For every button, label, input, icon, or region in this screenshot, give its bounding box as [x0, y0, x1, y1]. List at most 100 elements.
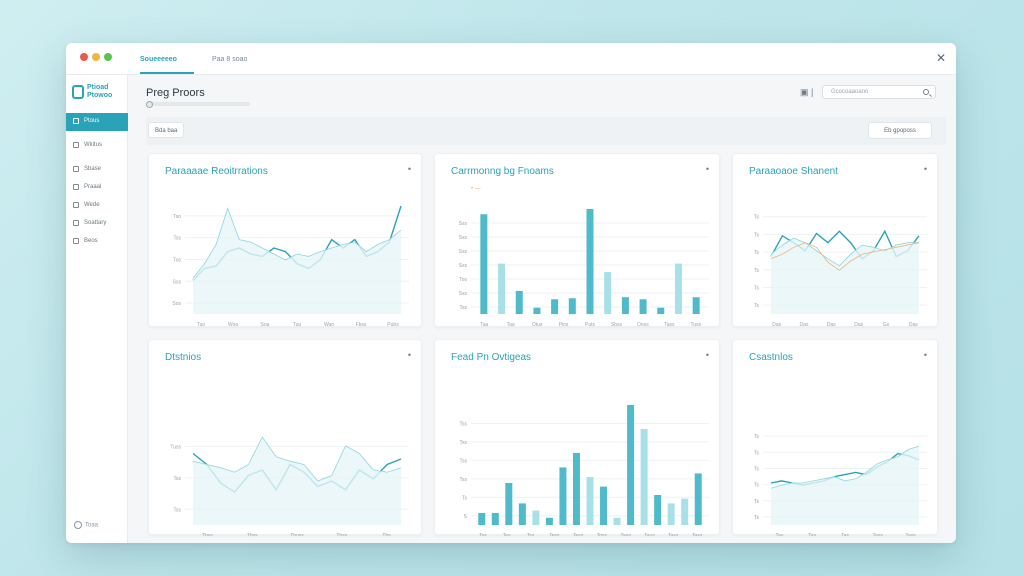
x-tick-label: Tess	[573, 533, 584, 536]
window-minimize-dot[interactable]	[92, 53, 100, 61]
series-line	[770, 242, 920, 271]
bar	[586, 209, 594, 314]
x-tick-label: Pios	[559, 322, 569, 328]
series-line	[192, 207, 402, 279]
y-tick-label: Sss	[459, 291, 468, 297]
bar	[667, 503, 675, 525]
series-area	[771, 238, 919, 314]
chart-svg: Tss Tss Tss Tss Ts S Tss Tes Tss Tess Tess Toss Tass…	[460, 405, 709, 536]
more-menu-icon[interactable]: •	[705, 164, 709, 174]
chart-icon	[73, 184, 79, 190]
page-title: Preg Proors	[146, 87, 205, 99]
bar	[604, 272, 612, 314]
chart-svg: Tso Tss Tos Sss Sos Tuo Woa Soa Tuu Wao Fbss Pubs	[172, 205, 409, 328]
sidebar-item-2[interactable]: Wkitus	[66, 137, 128, 155]
sidebar-item-4[interactable]: Praaal	[66, 179, 128, 197]
sidebar-footer-label: Toaa	[85, 522, 99, 529]
bar	[692, 297, 700, 314]
more-menu-icon[interactable]: •	[407, 350, 411, 360]
bar	[478, 513, 486, 525]
series-line	[770, 445, 920, 489]
x-tick-label: Wao	[324, 322, 334, 328]
bar	[505, 483, 513, 525]
more-menu-icon[interactable]: •	[407, 164, 411, 174]
search-icon	[923, 89, 929, 95]
chart-card-6: Csastnlos • Ts Ts Ts Ts Ts Ts Tas Tas Tas Tass Tas…	[732, 339, 938, 536]
window-close-dot[interactable]	[80, 53, 88, 61]
filter-chip[interactable]: Bda baa	[148, 122, 185, 138]
x-tick-label: Taa	[480, 322, 488, 328]
sidebar-item-label: Soattary	[84, 220, 107, 226]
bar	[533, 307, 541, 314]
y-tick-label: Tos	[173, 257, 181, 263]
window-maximize-dot[interactable]	[104, 53, 112, 61]
y-tick-label: Ts	[754, 434, 760, 440]
sidebar-item-1[interactable]: Ptous	[66, 113, 128, 131]
y-tick-label: Sss	[459, 235, 468, 241]
y-tick-label: Tss	[460, 305, 468, 311]
x-tick-label: Tuss	[690, 322, 701, 328]
chart-title: Carrmonng bg Fnoams	[451, 166, 554, 177]
y-tick-label: Sss	[459, 221, 468, 227]
export-button[interactable]: Eb gpoposs	[868, 122, 932, 139]
y-tick-label: Ts	[754, 232, 760, 238]
search-input[interactable]: Gcocoaaoano	[822, 85, 936, 99]
x-tick-label: Tass	[668, 533, 679, 536]
bar	[586, 477, 594, 525]
x-tick-label: Woa	[228, 322, 238, 328]
y-tick-label: Ts	[754, 499, 760, 505]
y-tick-label: Sos	[172, 301, 181, 307]
x-tick-label: Tbss	[336, 533, 347, 536]
bar	[640, 429, 648, 525]
bar	[559, 467, 567, 525]
x-tick-label: Das	[827, 322, 836, 328]
y-tick-label: Ts	[754, 515, 760, 521]
y-tick-label: Tso	[173, 214, 181, 220]
x-tick-label: Tuo	[197, 322, 206, 328]
chart-card-4: Dtstnios • Tuss Tss Tss Tbss Tbss Tbuss Tbss Tb…	[148, 339, 422, 536]
x-tick-label: Tess	[549, 533, 560, 536]
sidebar-item-3[interactable]: Sbase	[66, 161, 128, 179]
more-menu-icon[interactable]: •	[705, 350, 709, 360]
bar	[694, 473, 702, 525]
chart-card-1: Paraaaae Reoitrrations • Tso Tss Tos Sss Sos…	[148, 153, 422, 328]
y-tick-label: Ts	[754, 466, 760, 472]
sidebar-item-6[interactable]: Soattary	[66, 215, 128, 233]
x-tick-label: Taus	[644, 533, 655, 536]
x-tick-label: Tass	[664, 322, 675, 328]
x-tick-label: Tass	[692, 533, 703, 536]
sidebar-item-label: Ptous	[84, 118, 100, 124]
more-menu-icon[interactable]: •	[923, 350, 927, 360]
sidebar-item-5[interactable]: Wede	[66, 197, 128, 215]
y-tick-label: Tss	[174, 236, 182, 242]
x-tick-label: Tas	[841, 533, 849, 536]
x-tick-label: Das	[800, 322, 809, 328]
bar	[572, 453, 580, 525]
x-tick-label: Tas	[776, 533, 784, 536]
x-tick-label: Toss	[597, 533, 608, 536]
tab-secondary[interactable]: Paa 8 soao	[212, 56, 248, 63]
sidebar-item-label: Beos	[84, 238, 98, 244]
chart-title: Fead Pn Ovtigeas	[451, 352, 532, 363]
calendar-icon[interactable]: ▣ |	[800, 87, 814, 97]
x-tick-label: Fbss	[356, 322, 367, 328]
x-tick-label: Otus	[532, 322, 543, 328]
box-icon	[73, 238, 79, 244]
more-menu-icon[interactable]: •	[923, 164, 927, 174]
sidebar-item-label: Wkitus	[84, 142, 102, 148]
bar	[681, 498, 689, 525]
sidebar-item-7[interactable]: Beos	[66, 233, 128, 251]
tab-primary[interactable]: Soueeeeeo	[140, 56, 194, 74]
logo: Ptioad Ptowoo	[72, 81, 122, 105]
y-tick-label: Ts	[754, 450, 760, 456]
chart-card-5: Fead Pn Ovtigeas • Tss Tss Tss Tss Ts S Tss Tes…	[434, 339, 720, 536]
x-tick-label: Gs	[883, 322, 890, 328]
title-bar: Soueeeeeo Paa 8 soao ✕	[66, 43, 956, 75]
y-tick-label: S	[464, 514, 468, 520]
y-tick-label: Ts	[462, 495, 468, 501]
chart-title: Csastnlos	[749, 352, 793, 363]
bar	[491, 513, 499, 525]
close-icon[interactable]: ✕	[935, 51, 946, 65]
y-tick-label: Tss	[460, 421, 468, 427]
sidebar-footer[interactable]: Toaa	[74, 521, 98, 529]
